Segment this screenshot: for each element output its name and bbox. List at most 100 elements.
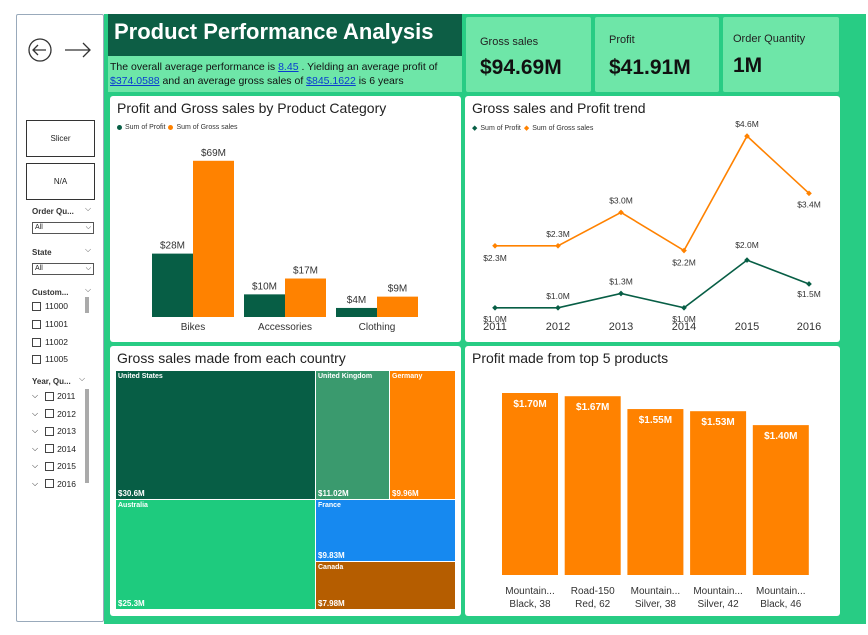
product-tick-sublabel: Silver, 38	[635, 599, 677, 610]
year-tick-label: 2016	[797, 321, 821, 333]
year-option[interactable]: ⌵ 2011	[32, 391, 75, 401]
line-gross[interactable]	[495, 134, 810, 252]
kpi-label: Order Quantity	[733, 33, 806, 45]
customer-option[interactable]: 11000	[32, 301, 68, 311]
treemap-cell-united-states[interactable]: United States $30.6M	[116, 371, 315, 499]
line-point[interactable]	[492, 304, 498, 311]
customer-option[interactable]: 11001	[32, 319, 68, 329]
product-tick-label: Mountain...	[631, 586, 680, 597]
year-tick-label: 2014	[672, 321, 696, 333]
checkbox[interactable]	[32, 319, 41, 329]
checkbox[interactable]	[45, 461, 55, 471]
product-bar[interactable]	[752, 425, 809, 575]
expand-chevron-icon[interactable]: ⌵	[32, 443, 39, 453]
customer-option-label: 11000	[45, 301, 69, 311]
line-profit[interactable]	[495, 259, 810, 309]
line-point[interactable]	[492, 242, 498, 249]
product-bar[interactable]	[627, 409, 684, 575]
treemap-cell-name: Germany	[392, 373, 423, 380]
page-title: Product Performance Analysis	[108, 14, 462, 56]
category-tick-label: Bikes	[181, 322, 205, 333]
bar-gross-clothing[interactable]	[377, 296, 418, 317]
year-option[interactable]: ⌵ 2012	[32, 409, 76, 419]
line-point[interactable]	[806, 281, 812, 287]
expand-chevron-icon[interactable]: ⌵	[32, 461, 39, 470]
state-value: All	[35, 265, 43, 272]
checkbox[interactable]	[32, 354, 41, 364]
checkbox[interactable]	[45, 426, 55, 436]
checkbox[interactable]	[45, 391, 55, 401]
product-bar[interactable]	[564, 396, 621, 575]
year-option-label: 2011	[57, 391, 76, 401]
bar-gross-accessories[interactable]	[285, 278, 326, 317]
order-quantity-dropdown[interactable]: All ⌵	[32, 222, 94, 234]
treemap-cell-value: $9.96M	[392, 489, 419, 498]
treemap-cell-united-kingdom[interactable]: United Kingdom $11.02M	[316, 371, 389, 499]
checkbox[interactable]	[45, 479, 55, 488]
slicer-button[interactable]: Slicer	[26, 120, 95, 157]
line-point[interactable]	[618, 209, 624, 216]
line-point[interactable]	[555, 304, 561, 311]
treemap-cell-australia[interactable]: Australia $25.3M	[116, 500, 315, 609]
year-option[interactable]: ⌵ 2013	[32, 426, 76, 436]
expand-chevron-icon[interactable]: ⌵	[32, 408, 39, 418]
summary-part: and an average gross sales of	[159, 75, 307, 87]
year-option[interactable]: ⌵ 2015	[32, 461, 76, 471]
product-bar[interactable]	[502, 393, 558, 575]
checkbox[interactable]	[45, 409, 55, 418]
na-button[interactable]: N/A	[26, 163, 95, 200]
line-point[interactable]	[744, 257, 750, 263]
line-data-label: $3.4M	[797, 199, 821, 209]
bar-profit-bikes[interactable]	[152, 253, 193, 317]
line-point[interactable]	[681, 247, 687, 254]
expand-chevron-icon[interactable]: ⌵	[32, 478, 39, 488]
treemap-cell-germany[interactable]: Germany $9.96M	[390, 371, 455, 499]
line-point[interactable]	[555, 242, 561, 249]
customer-option[interactable]: 11002	[32, 337, 68, 347]
line-point[interactable]	[681, 304, 687, 311]
year-tick-label: 2011	[483, 321, 507, 333]
bar-gross-bikes[interactable]	[193, 160, 234, 317]
state-dropdown[interactable]: All ⌵	[32, 263, 94, 275]
line-data-label: $1.3M	[609, 276, 633, 286]
chart-title: Gross sales made from each country	[117, 350, 346, 366]
year-scrollbar[interactable]	[85, 389, 89, 483]
kpi-label: Profit	[609, 34, 635, 46]
chevron-down-icon[interactable]: ⌵	[85, 245, 92, 254]
customer-scrollbar[interactable]	[85, 297, 89, 313]
bar-data-label: $28M	[160, 241, 185, 252]
top-products-bar-chart: $1.70M Mountain... Black, 38 $1.67M Road-150…	[502, 393, 809, 610]
year-option[interactable]: ⌵ 2014	[32, 444, 76, 454]
treemap-cell-value: $11.02M	[318, 489, 349, 498]
expand-chevron-icon[interactable]: ⌵	[32, 391, 39, 400]
bar-profit-accessories[interactable]	[244, 294, 285, 317]
line-point[interactable]	[806, 190, 812, 197]
line-point[interactable]	[618, 290, 624, 297]
avg-performance-value: 8.45	[278, 61, 299, 73]
chevron-down-icon[interactable]: ⌵	[79, 374, 86, 383]
chevron-down-icon[interactable]: ⌵	[85, 204, 92, 213]
forward-arrow-icon[interactable]	[65, 42, 91, 58]
product-tick-label: Road-150	[571, 586, 615, 597]
treemap-cell-canada[interactable]: Canada $7.98M	[316, 562, 455, 609]
checkbox[interactable]	[32, 337, 41, 347]
treemap-cell-value: $30.6M	[118, 489, 145, 498]
checkbox[interactable]	[32, 301, 41, 311]
line-data-label: $3.0M	[609, 195, 633, 205]
checkbox[interactable]	[45, 444, 55, 453]
product-bar[interactable]	[690, 411, 747, 575]
customer-option[interactable]: 11005	[32, 354, 68, 364]
product-tick-sublabel: Black, 38	[509, 599, 551, 610]
bar-profit-clothing[interactable]	[336, 307, 377, 317]
chevron-down-icon: ⌵	[85, 265, 91, 272]
expand-chevron-icon[interactable]: ⌵	[32, 426, 39, 435]
treemap-cell-france[interactable]: France $9.83M	[316, 500, 455, 561]
year-option[interactable]: ⌵ 2016	[32, 479, 76, 489]
back-arrow-icon[interactable]	[28, 38, 52, 62]
customer-option-label: 11001	[45, 319, 69, 329]
treemap-cell-value: $7.98M	[318, 599, 345, 608]
chevron-down-icon: ⌵	[85, 224, 91, 231]
chevron-down-icon[interactable]: ⌵	[85, 285, 92, 294]
line-point[interactable]	[744, 133, 750, 139]
legend-label: Sum of Gross sales	[176, 124, 238, 131]
